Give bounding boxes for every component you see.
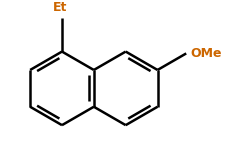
Text: Et: Et <box>53 1 67 14</box>
Text: OMe: OMe <box>191 47 222 60</box>
